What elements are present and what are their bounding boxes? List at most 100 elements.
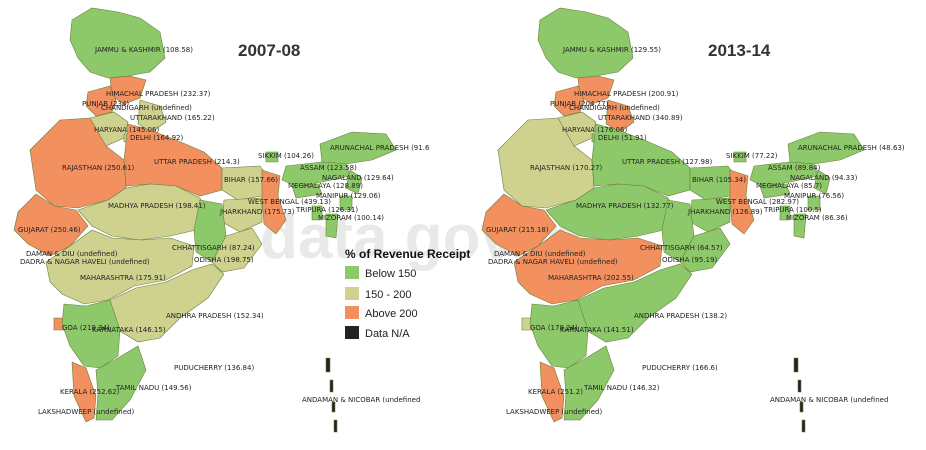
state-label-cg: CHHATTISGARH (87.24) (172, 244, 255, 252)
state-label-ga: GOA (218.34) (62, 324, 110, 332)
legend-swatch-below-150 (345, 266, 359, 279)
state-label-ar: ARUNACHAL PRADESH (48.63) (798, 144, 905, 152)
state-region-kl (71, 361, 97, 423)
legend-label-below-150: Below 150 (365, 268, 416, 280)
state-label-ml: MEGHALAYA (128.89) (288, 182, 363, 190)
state-label-ar: ARUNACHAL PRADESH (91.6 (330, 144, 430, 152)
state-region-ml (291, 183, 323, 199)
state-label-tr: TRIPURA (100.5) (763, 206, 822, 214)
state-label-cg: CHHATTISGARH (64.57) (640, 244, 723, 252)
state-region-mh (45, 229, 195, 305)
state-label-ga: GOA (178.24) (530, 324, 578, 332)
state-label-jh: JHARKHAND (175.73) (219, 208, 295, 216)
state-region-jk (537, 7, 634, 79)
state-label-mh: MAHARASHTRA (202.55) (548, 274, 634, 282)
state-region-mn (807, 195, 821, 211)
state-region-ka (529, 299, 589, 369)
state-region-sk (733, 151, 747, 163)
state-label-dd: DAMAN & DIU (undefined) (494, 250, 586, 258)
state-label-uk: UTTARAKHAND (165.22) (130, 114, 215, 122)
state-label-ld: LAKSHADWEEP (undefined) (506, 408, 602, 416)
state-label-tn: TAMIL NADU (149.56) (115, 384, 192, 392)
state-label-od: ODISHA (198.75) (194, 256, 254, 264)
state-label-an: ANDAMAN & NICOBAR (undefined (770, 396, 888, 404)
state-region-kl (539, 361, 565, 423)
state-region-nl (345, 169, 363, 195)
state-region-gj (13, 193, 89, 257)
state-label-dd: DAMAN & DIU (undefined) (26, 250, 118, 258)
state-label-kl: KERALA (252.62) (60, 388, 120, 396)
state-label-ap: ANDHRA PRADESH (138.2) (634, 312, 727, 320)
state-region-ml (759, 183, 791, 199)
state-label-wb: WEST BENGAL (282.97) (716, 198, 799, 206)
state-label-jk: JAMMU & KASHMIR (108.58) (94, 46, 193, 54)
state-region-up (123, 123, 223, 197)
state-region-od (679, 227, 731, 273)
state-region-wb (261, 169, 287, 235)
map-2007-08: 2007-08 JAMMU & KASHMIR (108.58) HIMACHAL… (13, 7, 430, 433)
state-label-ka: KARNATAKA (141.51) (560, 326, 634, 334)
state-label-ka: KARNATAKA (146.15) (92, 326, 166, 334)
state-region-sk (265, 151, 279, 163)
state-label-ap: ANDHRA PRADESH (152.34) (166, 312, 264, 320)
state-label-pb: PUNJAB (204.77) (550, 100, 609, 108)
state-label-mn: MANIPUR (129.06) (316, 192, 381, 200)
state-region-nl (813, 169, 831, 195)
state-region-tr (779, 205, 791, 221)
state-label-rj: RAJASTHAN (250.61) (62, 164, 135, 172)
state-region-uk (137, 99, 167, 133)
state-region-as (749, 161, 819, 187)
state-label-rj: RAJASTHAN (170.27) (530, 164, 603, 172)
state-label-tn: TAMIL NADU (146.32) (583, 384, 660, 392)
state-label-up: UTTAR PRADESH (214.3) (154, 158, 240, 166)
state-label-as: ASSAM (89.84) (768, 164, 821, 172)
state-region-wb (729, 169, 755, 235)
state-label-uk: UTTARAKHAND (340.89) (598, 114, 683, 122)
state-label-ml: MEGHALAYA (85.7) (756, 182, 822, 190)
state-label-pb: PUNJAB (234) (82, 100, 129, 108)
state-label-mz: MIZORAM (86.36) (786, 214, 848, 222)
legend-swatch-above-200 (345, 306, 359, 319)
state-region-ka (61, 299, 121, 369)
map-title-2013-14: 2013-14 (708, 41, 771, 60)
legend-label-above-200: Above 200 (365, 308, 418, 320)
state-label-kl: KERALA (251.2) (528, 388, 583, 396)
state-label-gj: GUJARAT (250.46) (18, 226, 81, 234)
state-region-mh (513, 229, 663, 305)
state-label-dl: DELHI (164.92) (130, 134, 183, 142)
state-region-jk (69, 7, 166, 79)
state-label-dl: DELHI (51.91) (598, 134, 647, 142)
state-label-hr: HARYANA (176.06) (562, 126, 627, 134)
state-label-py: PUDUCHERRY (136.84) (174, 364, 254, 372)
state-region-mz (325, 213, 339, 239)
state-label-tr: TRIPURA (126.31) (295, 206, 358, 214)
state-label-mz: MIZORAM (100.14) (318, 214, 384, 222)
state-region-an (793, 357, 806, 433)
state-label-as: ASSAM (123.58) (300, 164, 357, 172)
state-region-ap (109, 263, 225, 343)
state-label-mp: MADHYA PRADESH (132.77) (576, 202, 674, 210)
map-title-2007-08: 2007-08 (238, 41, 300, 60)
state-label-ch: CHANDIGARH (undefined) (101, 104, 192, 112)
map-2013-14: 2013-14 JAMMU & KASHMIR (129.55) HIMACHAL… (481, 7, 905, 433)
state-region-gj (481, 193, 557, 257)
legend-title: % of Revenue Receipt (345, 247, 470, 261)
state-label-mp: MADHYA PRADESH (198.41) (108, 202, 206, 210)
state-label-hp: HIMACHAL PRADESH (232.37) (106, 90, 211, 98)
state-label-ld: LAKSHADWEEP (undefined) (38, 408, 134, 416)
state-region-tn (95, 345, 147, 421)
state-label-gj: GUJARAT (215.18) (486, 226, 549, 234)
state-label-hr: HARYANA (145.06) (94, 126, 159, 134)
state-label-dn: DADRA & NAGAR HAVELI (undefined) (20, 258, 150, 266)
state-label-jk: JAMMU & KASHMIR (129.55) (562, 46, 661, 54)
state-label-nl: NAGALAND (94.33) (790, 174, 858, 182)
state-label-br: BIHAR (105.34) (692, 176, 746, 184)
state-label-wb: WEST BENGAL (439.13) (248, 198, 331, 206)
state-label-an: ANDAMAN & NICOBAR (undefined (302, 396, 420, 404)
state-label-py: PUDUCHERRY (166.6) (642, 364, 718, 372)
state-label-hp: HIMACHAL PRADESH (200.91) (574, 90, 679, 98)
legend: % of Revenue Receipt Below 150 150 - 200… (345, 247, 470, 340)
state-label-up: UTTAR PRADESH (127.98) (622, 158, 712, 166)
state-region-tn (563, 345, 615, 421)
